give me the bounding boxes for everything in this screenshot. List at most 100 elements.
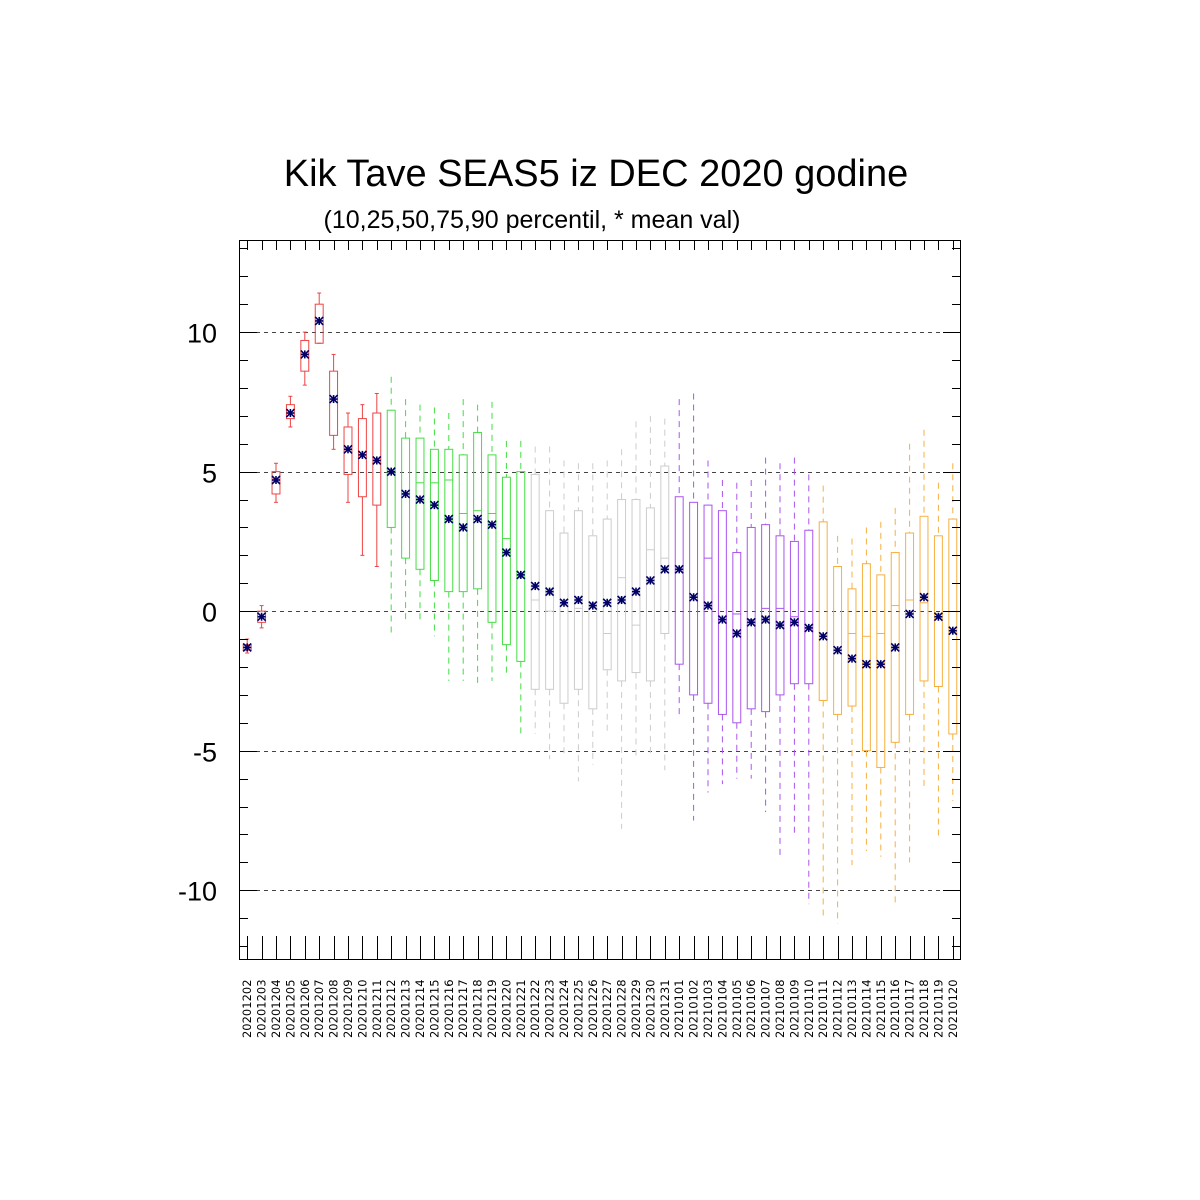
mean-marker <box>257 612 267 622</box>
box <box>818 521 828 701</box>
x-tick-label: 20201226 <box>586 979 600 1038</box>
x-tick-label: 20210120 <box>946 979 960 1038</box>
mean-marker <box>804 623 814 633</box>
box <box>415 437 425 570</box>
x-tick-label: 20201204 <box>269 979 283 1038</box>
x-tick-label: 20201207 <box>312 979 326 1038</box>
x-tick-label: 20201213 <box>399 979 413 1038</box>
box <box>588 535 598 710</box>
x-tick-label: 20210107 <box>759 979 773 1038</box>
mean-marker <box>890 642 900 653</box>
x-tick-label: 20201216 <box>442 979 456 1038</box>
box <box>732 552 742 724</box>
box <box>674 496 684 665</box>
box <box>919 515 929 682</box>
mean-marker <box>372 455 382 466</box>
x-tick-label: 20201214 <box>413 979 427 1038</box>
box <box>746 526 756 710</box>
x-tick-label: 20210109 <box>787 979 801 1038</box>
x-tick-label: 20201228 <box>615 979 629 1038</box>
x-tick-label: 20210114 <box>859 979 873 1038</box>
box <box>847 588 857 707</box>
mean-marker <box>386 467 396 477</box>
mean-marker <box>444 514 454 524</box>
plot-frame <box>239 240 961 960</box>
x-tick-label: 20201205 <box>283 979 297 1038</box>
x-tick-label: 20210101 <box>672 979 686 1038</box>
mean-marker <box>631 587 641 597</box>
box <box>458 454 468 593</box>
mean-marker <box>602 598 612 608</box>
box <box>789 540 799 685</box>
x-tick-label: 20210119 <box>931 979 945 1038</box>
box <box>386 409 396 528</box>
mean-markers-layer <box>242 316 958 669</box>
mean-marker <box>530 581 540 591</box>
x-tick-label: 20201224 <box>557 979 571 1038</box>
mean-marker <box>516 570 526 580</box>
mean-marker <box>645 575 655 586</box>
mean-marker <box>789 617 799 627</box>
mean-marker <box>933 612 943 622</box>
y-tick-label: -5 <box>193 738 217 768</box>
mean-marker <box>559 598 569 608</box>
mean-marker <box>285 408 295 418</box>
x-tick-label: 20201220 <box>499 979 513 1038</box>
mean-marker <box>905 609 915 619</box>
box <box>372 412 382 506</box>
mean-marker <box>775 620 785 630</box>
box <box>501 476 511 646</box>
x-tick-label: 20210112 <box>831 979 845 1038</box>
mean-marker <box>501 547 511 558</box>
axis-ticks-layer <box>240 240 960 960</box>
x-tick-label: 20201223 <box>543 979 557 1038</box>
x-tick-label: 20201211 <box>370 979 384 1038</box>
box <box>861 563 871 752</box>
y-tick-labels: 10 5 0 -5 -10 <box>178 319 217 907</box>
y-tick-label: 10 <box>187 319 217 349</box>
mean-marker <box>545 587 555 597</box>
mean-marker <box>458 522 468 533</box>
box <box>660 465 670 634</box>
x-tick-label: 20201231 <box>658 979 672 1038</box>
x-tick-label: 20210103 <box>701 979 715 1038</box>
x-tick-label: 20210104 <box>715 979 729 1038</box>
box <box>530 473 540 690</box>
x-tick-label: 20210113 <box>845 979 859 1038</box>
box <box>329 370 339 436</box>
mean-marker <box>401 489 411 499</box>
x-tick-label: 20210106 <box>744 979 758 1038</box>
box <box>689 501 699 696</box>
x-tick-label: 20201202 <box>240 979 254 1038</box>
mean-marker <box>660 564 670 574</box>
box <box>545 510 555 690</box>
chart-title: Kik Tave SEAS5 iz DEC 2020 godine <box>284 153 909 195</box>
x-tick-label: 20210108 <box>773 979 787 1038</box>
box <box>559 532 569 704</box>
mean-marker <box>876 659 886 669</box>
x-tick-label: 20201210 <box>355 979 369 1038</box>
mean-marker <box>487 520 497 530</box>
x-tick-label: 20210118 <box>917 979 931 1038</box>
x-tick-labels: 20201202 20201203 20201204 20201205 20201206… <box>240 979 960 1038</box>
mean-marker <box>573 595 583 605</box>
x-tick-label: 20201203 <box>255 979 269 1038</box>
box <box>271 471 281 495</box>
box <box>775 535 785 696</box>
mean-marker <box>703 601 713 611</box>
x-tick-label: 20201208 <box>327 979 341 1038</box>
box <box>357 418 367 498</box>
box <box>631 499 641 674</box>
x-tick-label: 20201225 <box>571 979 585 1038</box>
box <box>703 504 713 704</box>
mean-marker <box>415 494 425 505</box>
x-tick-label: 20201221 <box>514 979 528 1038</box>
mean-marker <box>271 475 281 485</box>
box <box>300 339 310 372</box>
chart-subtitle: (10,25,50,75,90 percentil, * mean val) <box>324 206 741 234</box>
x-tick-label: 20210102 <box>687 979 701 1038</box>
box <box>645 507 655 682</box>
mean-marker <box>919 592 929 602</box>
mean-marker <box>300 349 310 359</box>
